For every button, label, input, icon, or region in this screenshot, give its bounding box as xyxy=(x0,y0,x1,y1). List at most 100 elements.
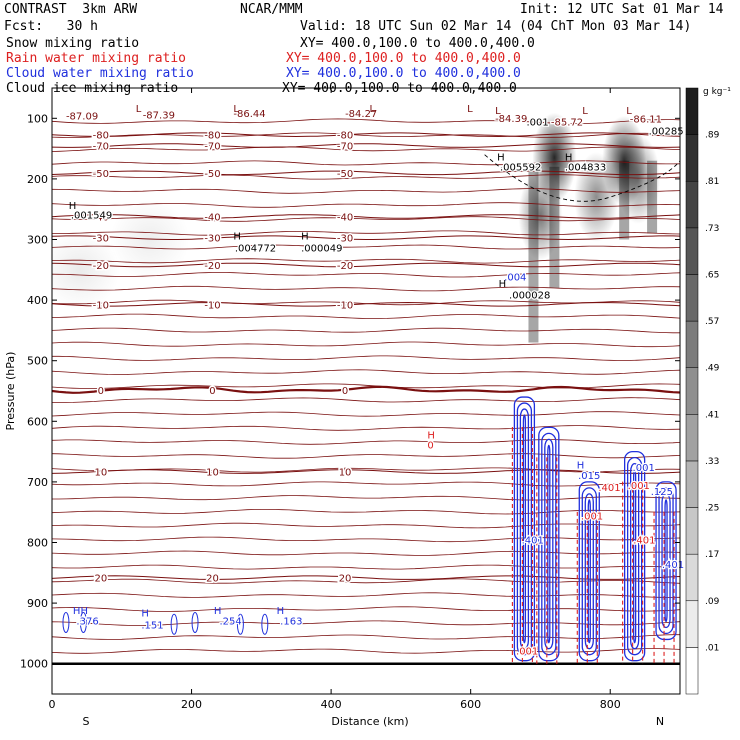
colorbar-swatch xyxy=(685,647,699,695)
extremum-marker: H xyxy=(577,461,585,472)
colorbar-level-label: .09 xyxy=(705,597,720,607)
y-tick-label: 600 xyxy=(27,415,48,428)
isotherm-line-26 xyxy=(52,481,680,487)
isotherm-line-10 xyxy=(52,258,680,264)
colorbar-level-label: .65 xyxy=(705,270,719,280)
contour-value-label: .401 xyxy=(633,536,655,547)
isotherm-line-9 xyxy=(52,244,680,250)
header-valid: Valid: 18 UTC Sun 02 Mar 14 (04 ChT Mon … xyxy=(300,19,692,34)
isotherm-label: 20 xyxy=(94,574,107,585)
isotherm-line-21 xyxy=(52,411,680,417)
header-org: NCAR/MMM xyxy=(240,2,303,17)
colorbar-swatch xyxy=(685,134,699,182)
legend-cloud-water-xy: XY= 400.0,100.0 to 400.0,400.0 xyxy=(286,66,521,81)
isotherm-label: -10 xyxy=(93,300,109,311)
colorbar: .01 .09 .17 .25 .33 .41 .49 .57 .65 .73 .81 .89 xyxy=(685,87,720,695)
isotherm-line-5 xyxy=(52,188,680,194)
cloud-water-contour xyxy=(632,468,637,644)
colorbar-swatch xyxy=(685,227,699,275)
cloud-water-contour xyxy=(658,487,674,635)
contour-value-label: .004772 xyxy=(235,244,276,255)
isotherm-line-7 xyxy=(52,216,680,222)
isotherm-label: -50 xyxy=(204,169,220,180)
contour-value-label: -87.39 xyxy=(143,110,175,121)
isotherm-line-33 xyxy=(52,578,680,584)
cloud-water-contour xyxy=(655,481,677,641)
extremum-marker: H xyxy=(277,606,285,617)
legend-cloud-water-name: Cloud water mixing ratio xyxy=(6,66,194,81)
isotherm-line-36 xyxy=(52,620,680,626)
contour-value-label: .001 xyxy=(581,511,603,522)
extremum-marker: L xyxy=(626,106,632,117)
colorbar-swatch xyxy=(685,507,699,555)
isotherm-line-28 xyxy=(52,509,680,515)
colorbar-level-label: .81 xyxy=(705,177,719,187)
contour-value-label: .001 xyxy=(516,647,538,658)
x-tick-label: 0 xyxy=(49,698,56,711)
contour-value-label: -84.27 xyxy=(345,109,377,120)
isotherm-10 xyxy=(52,469,680,474)
contour-value-label: -84.39 xyxy=(495,114,527,125)
colorbar-level-label: .25 xyxy=(705,504,719,514)
extremum-marker: H xyxy=(301,232,309,243)
low-cloud-water-contour xyxy=(261,613,269,635)
extremum-marker: L xyxy=(136,104,142,115)
colorbar-level-label: .89 xyxy=(705,131,720,141)
legend-rain-xy: XY= 400.0,100.0 to 400.0,400.0 xyxy=(286,51,521,66)
colorbar-swatch xyxy=(685,600,699,648)
y-axis-label: Pressure (hPa) xyxy=(4,352,17,431)
extremum-marker: H xyxy=(69,201,77,212)
isotherm-label: -40 xyxy=(337,212,353,223)
isotherm-line-37 xyxy=(52,634,680,640)
isotherm-label: -40 xyxy=(204,212,220,223)
contour-value-label: .004 xyxy=(504,273,526,284)
isotherm-line-18 xyxy=(52,369,680,375)
isotherm-label: -80 xyxy=(93,131,109,142)
isotherm-label: 20 xyxy=(339,574,352,585)
isotherm-label: 0 xyxy=(209,386,215,397)
y-tick-label: 800 xyxy=(27,537,48,550)
plot-frame xyxy=(51,87,681,695)
isotherm-line-6 xyxy=(52,202,680,208)
y-tick-label: 900 xyxy=(27,597,48,610)
isotherm-label: -50 xyxy=(337,169,353,180)
colorbar-level-label: .01 xyxy=(705,643,719,653)
x-tick-label: 200 xyxy=(181,698,202,711)
contour-value-label: .001549 xyxy=(71,210,112,221)
isotherm-line-24 xyxy=(52,453,680,459)
contour-value-label: -86.44 xyxy=(233,109,265,120)
low-cloud-water-contour xyxy=(236,613,244,635)
contour-value-label: .004833 xyxy=(565,162,606,173)
cloud-ice-contour xyxy=(484,154,680,202)
low-cloud-water-contour xyxy=(191,611,199,633)
cloud-water-contour xyxy=(544,438,554,650)
contour-value-label: .001 xyxy=(633,463,655,474)
isotherm-label: -70 xyxy=(337,142,353,153)
contour-value-label: .151 xyxy=(141,621,163,632)
isotherm-line-29 xyxy=(52,522,680,529)
isotherm-label: -30 xyxy=(93,234,109,245)
contour-labels: -87.09 -87.39 -86.44 -84.27 -84.39 -85.72 -86.… xyxy=(65,104,686,659)
contour-value-label: .254 xyxy=(219,616,241,627)
cloud-water-contour xyxy=(581,487,597,656)
isotherm-label: 10 xyxy=(206,468,219,479)
header-init: Init: 12 UTC Sat 01 Mar 14 xyxy=(520,2,724,17)
contour-value-label: .401 xyxy=(662,560,684,571)
isotherm-label: -80 xyxy=(204,131,220,142)
x-tick-label: 400 xyxy=(321,698,342,711)
isotherm-label: -20 xyxy=(204,261,220,272)
contour-value-label: .376 xyxy=(76,616,98,627)
low-cloud-water-contour xyxy=(62,611,70,633)
cloud-water-contour xyxy=(629,462,640,650)
contour-value-label: .125 xyxy=(651,487,673,498)
isotherm-label: -10 xyxy=(204,300,220,311)
colorbar-swatch xyxy=(685,414,699,462)
extremum-marker: L xyxy=(233,104,239,115)
colorbar-swatch xyxy=(685,460,699,508)
y-tick-label: 300 xyxy=(27,234,48,247)
cloud-water-contour xyxy=(522,414,527,644)
isotherm-line-3 xyxy=(52,160,680,166)
isotherm-line-35 xyxy=(52,606,680,612)
contour-value-label: .001 xyxy=(526,118,548,129)
isotherm-line-15 xyxy=(52,327,680,334)
